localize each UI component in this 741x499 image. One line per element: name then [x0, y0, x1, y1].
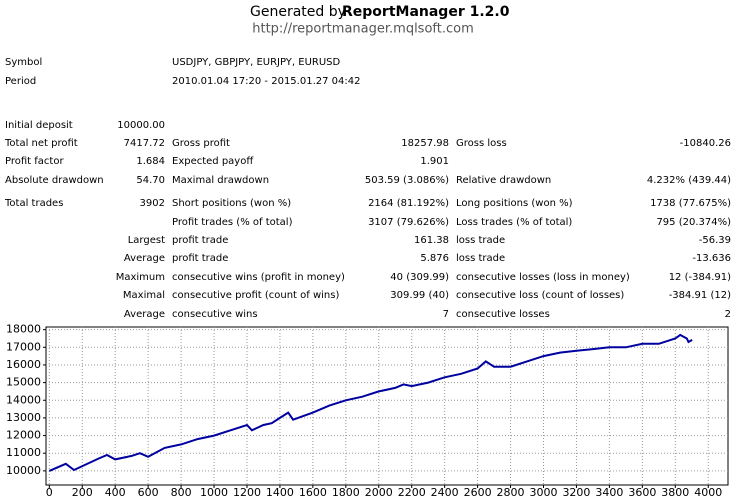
- x-tick-label: 200: [72, 486, 93, 499]
- header-app: ReportManager 1.2.0: [342, 4, 510, 20]
- stat-value: Maximum: [116, 272, 165, 283]
- plot-frame: [45, 326, 729, 486]
- stat-label: Relative drawdown: [456, 175, 551, 186]
- x-tick-label: 1800: [332, 486, 360, 499]
- stat-value: -56.39: [699, 235, 731, 246]
- stat-label: Absolute drawdown: [5, 175, 104, 186]
- stat-value: 503.59 (3.086%): [365, 175, 449, 186]
- stat-value: 54.70: [136, 175, 165, 186]
- stat-value: 795 (20.374%): [656, 217, 731, 228]
- stat-label: profit trade: [172, 235, 228, 246]
- x-tick-label: 2800: [497, 486, 525, 499]
- info-value: 2010.01.04 17:20 - 2015.01.27 04:42: [172, 76, 360, 87]
- stat-value: Average: [124, 309, 165, 320]
- stat-label: consecutive wins: [172, 309, 258, 320]
- stat-value: 3902: [140, 198, 165, 209]
- y-tick-label: 14000: [6, 393, 41, 406]
- stat-value: 1.684: [136, 156, 165, 167]
- x-tick-label: 3000: [529, 486, 557, 499]
- x-tick-label: 2200: [398, 486, 426, 499]
- stat-value: 7: [443, 309, 449, 320]
- stat-label: Loss trades (% of total): [456, 217, 572, 228]
- header-url: http://reportmanager.mqlsoft.com: [252, 22, 474, 37]
- stat-value: 1.901: [420, 156, 449, 167]
- stat-value: 18257.98: [401, 138, 449, 149]
- stat-value: Average: [124, 253, 165, 264]
- stat-label: consecutive losses (loss in money): [456, 272, 630, 283]
- y-tick-label: 12000: [6, 429, 41, 442]
- stat-label: Initial deposit: [5, 120, 73, 131]
- x-tick-label: 3800: [661, 486, 689, 499]
- x-tick-label: 2400: [431, 486, 459, 499]
- stat-value: 1738 (77.675%): [650, 198, 731, 209]
- stat-label: loss trade: [456, 253, 505, 264]
- stat-label: consecutive wins (profit in money): [172, 272, 345, 283]
- x-tick-label: 1400: [266, 486, 294, 499]
- stat-label: consecutive losses: [456, 309, 550, 320]
- info-value: USDJPY, GBPJPY, EURJPY, EURUSD: [172, 57, 341, 68]
- stat-label: Profit trades (% of total): [172, 217, 293, 228]
- stat-label: Maximal drawdown: [172, 175, 269, 186]
- stat-value: 5.876: [420, 253, 449, 264]
- x-tick-label: 3200: [562, 486, 590, 499]
- stat-label: Expected payoff: [172, 156, 254, 167]
- stat-label: loss trade: [456, 235, 505, 246]
- x-tick-label: 1600: [299, 486, 327, 499]
- stat-value: 161.38: [414, 235, 449, 246]
- stat-label: consecutive profit (count of wins): [172, 290, 339, 301]
- y-tick-label: 15000: [6, 376, 41, 389]
- stat-label: Profit factor: [5, 156, 64, 167]
- stat-value: 3107 (79.626%): [368, 217, 449, 228]
- info-label: Symbol: [5, 57, 42, 68]
- stat-label: Short positions (won %): [172, 198, 291, 209]
- y-tick-label: 10000: [6, 464, 41, 477]
- x-tick-label: 800: [171, 486, 192, 499]
- stat-label: Long positions (won %): [456, 198, 573, 209]
- x-tick-label: 0: [46, 486, 53, 499]
- equity-line: [48, 333, 693, 472]
- stat-value: 2164 (81.192%): [368, 198, 449, 209]
- stat-value: 12 (-384.91): [669, 272, 731, 283]
- header-prefix: Generated by: [250, 4, 346, 20]
- stat-label: Gross profit: [172, 138, 230, 149]
- x-tick-label: 3400: [595, 486, 623, 499]
- y-tick-label: 13000: [6, 411, 41, 424]
- info-label: Period: [5, 76, 36, 87]
- stat-value: -10840.26: [680, 138, 731, 149]
- stat-value: Maximal: [123, 290, 165, 301]
- y-tick-label: 11000: [6, 446, 41, 459]
- stat-label: profit trade: [172, 253, 228, 264]
- x-tick-label: 4000: [694, 486, 722, 499]
- stat-value: -384.91 (12): [669, 290, 731, 301]
- x-tick-label: 400: [105, 486, 126, 499]
- x-tick-label: 3600: [628, 486, 656, 499]
- stat-value: 4.232% (439.44): [647, 175, 731, 186]
- stat-label: Total trades: [4, 198, 63, 209]
- stat-label: Gross loss: [456, 138, 507, 149]
- stat-value: Largest: [128, 235, 165, 246]
- x-tick-label: 2000: [365, 486, 393, 499]
- y-tick-label: 17000: [6, 340, 41, 353]
- x-tick-label: 600: [138, 486, 159, 499]
- stat-value: 10000.00: [117, 120, 165, 131]
- y-tick-label: 16000: [6, 358, 41, 371]
- x-tick-label: 2600: [464, 486, 492, 499]
- x-tick-label: 1000: [200, 486, 228, 499]
- stat-value: 7417.72: [124, 138, 165, 149]
- stat-value: 309.99 (40): [390, 290, 449, 301]
- stat-value: 2: [725, 309, 731, 320]
- stat-value: 40 (309.99): [390, 272, 449, 283]
- y-tick-label: 18000: [6, 323, 41, 336]
- stat-label: consecutive loss (count of losses): [456, 290, 624, 301]
- x-tick-label: 1200: [233, 486, 261, 499]
- stat-value: -13.636: [692, 253, 731, 264]
- stat-label: Total net profit: [4, 138, 78, 149]
